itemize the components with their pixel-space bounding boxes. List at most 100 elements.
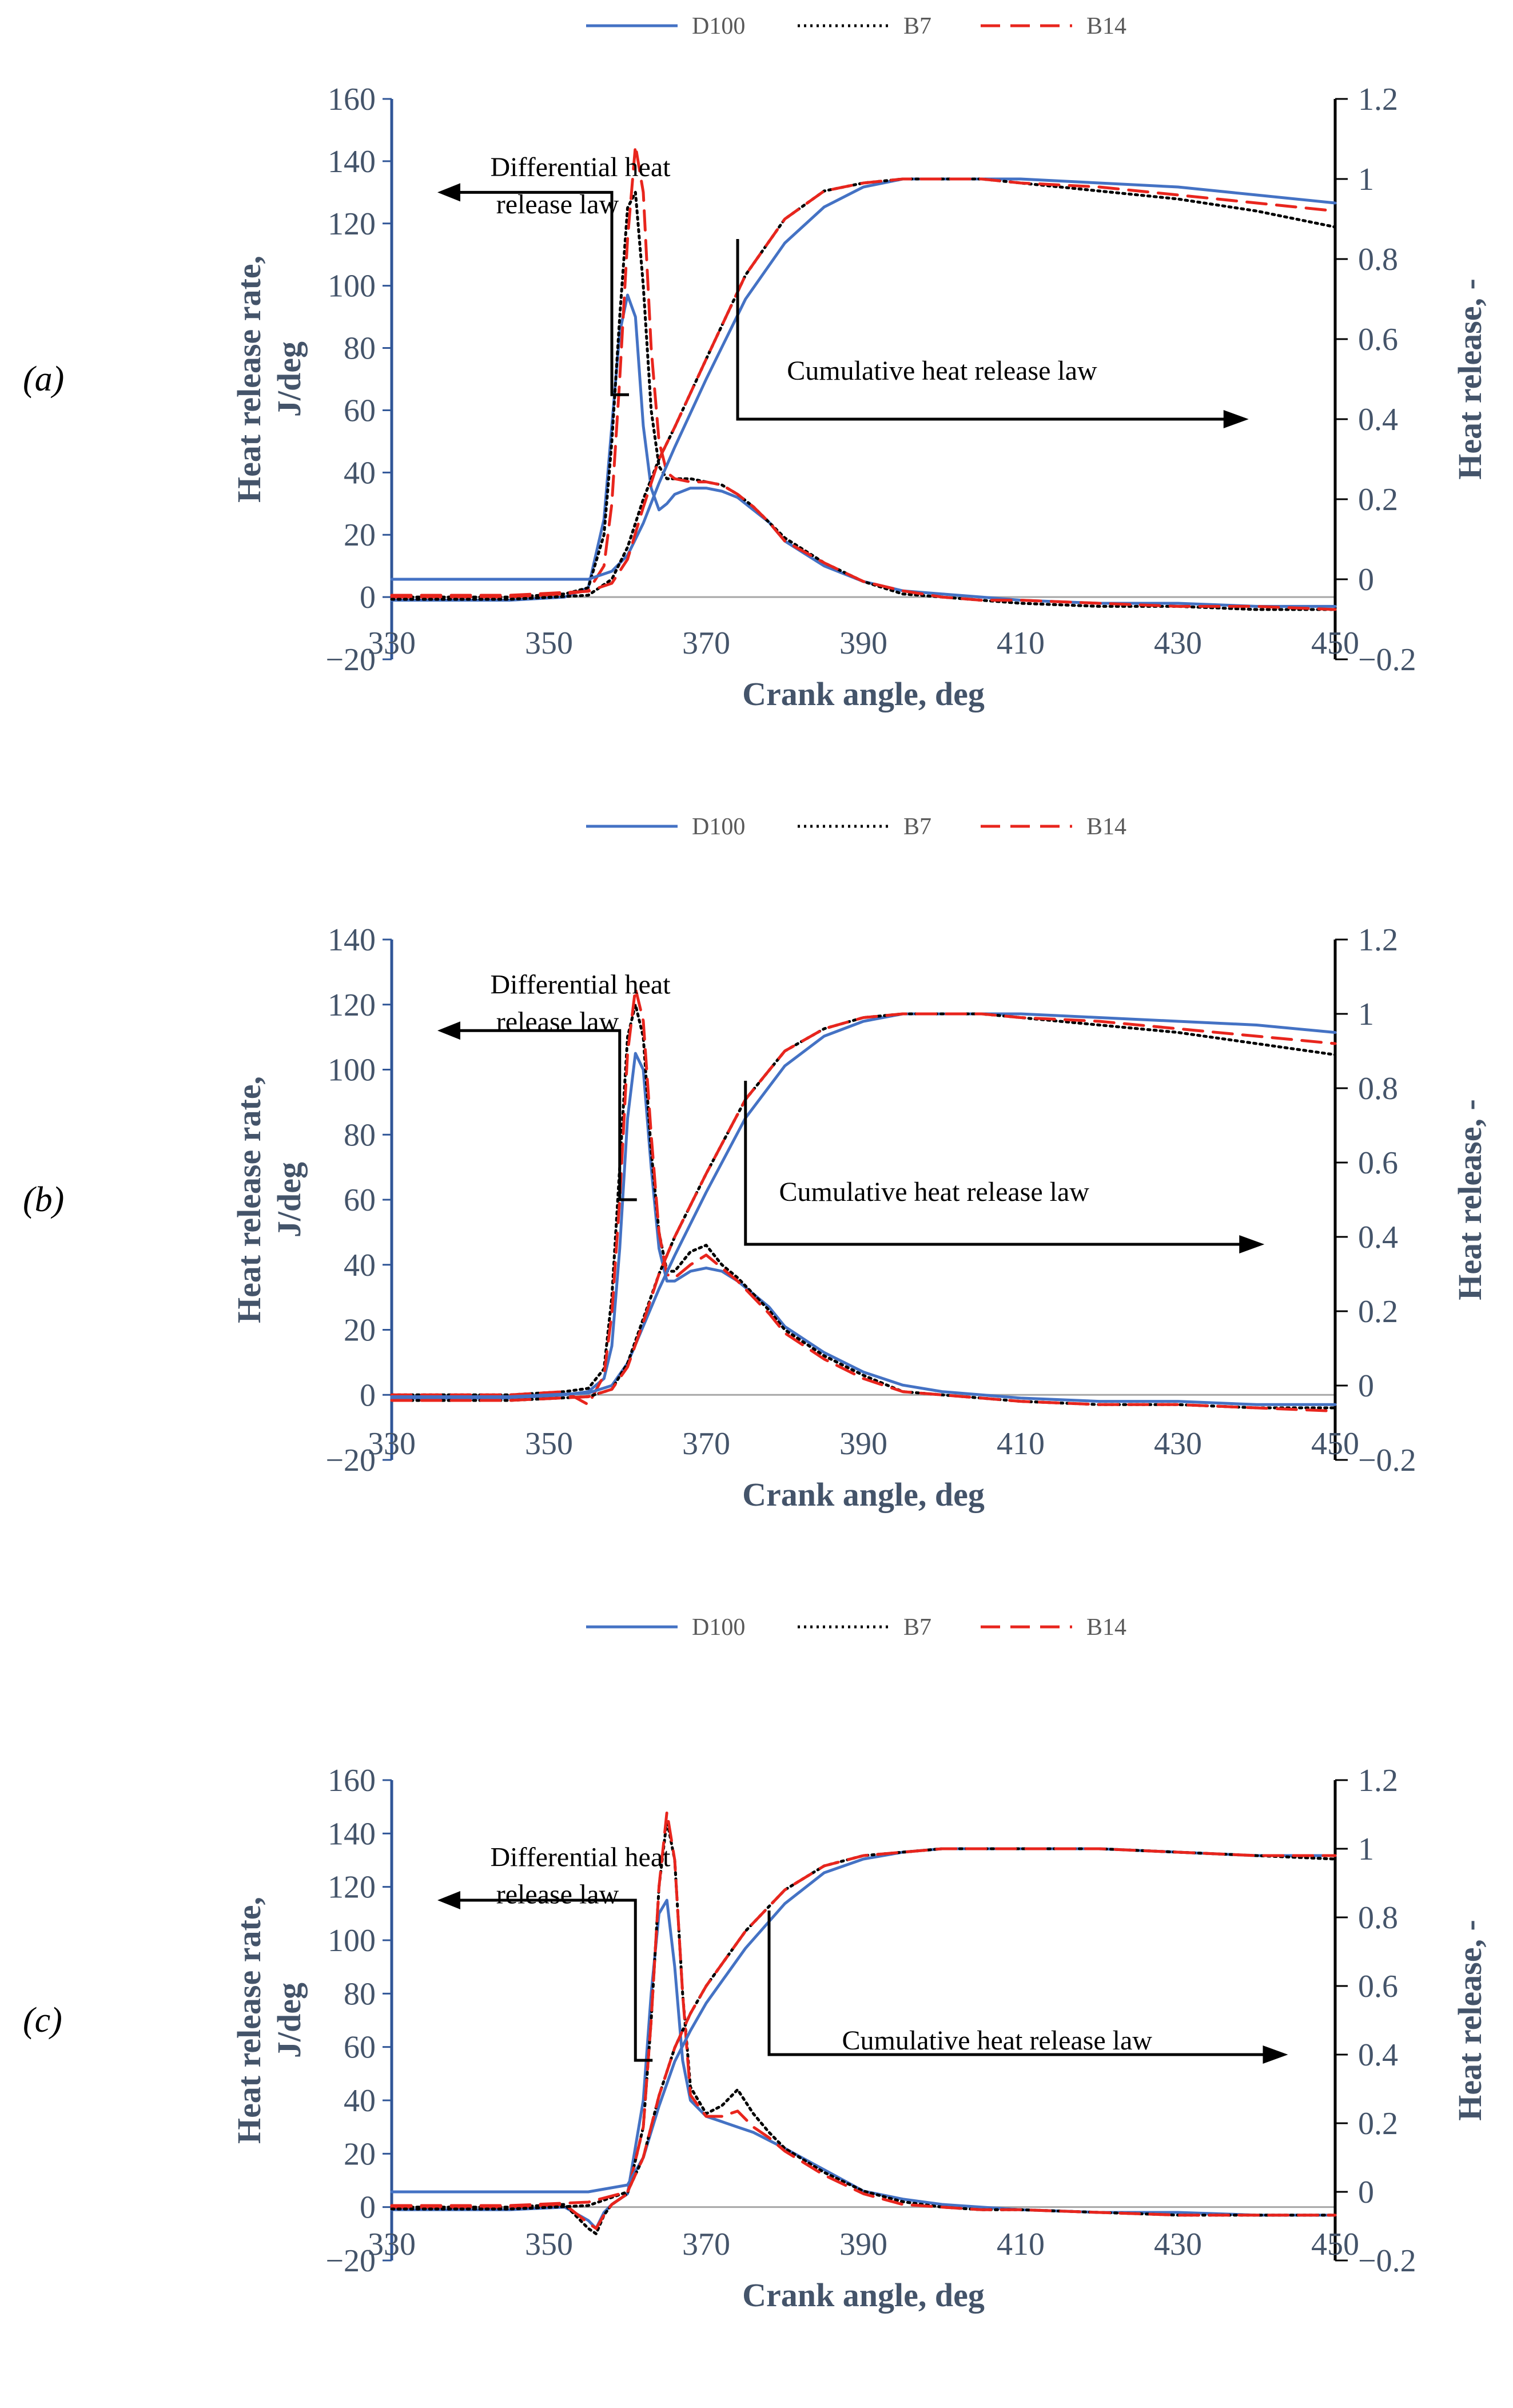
y-tick-label: 100 <box>328 1053 376 1088</box>
x-tick-label: 350 <box>525 626 573 661</box>
y2-tick-label: 0.8 <box>1358 1071 1398 1107</box>
legend-label-d100: D100 <box>692 814 745 840</box>
differential-label-line2: release law <box>496 1879 619 1909</box>
y2-tick-label: 0.8 <box>1358 1900 1398 1936</box>
cumulative-arrow-line <box>767 1911 1265 2056</box>
series-b14-right <box>390 177 1337 597</box>
differential-arrow-head <box>437 1891 460 1909</box>
y-tick-label: 140 <box>328 1816 376 1852</box>
y2-tick-label: 0.6 <box>1358 1145 1398 1181</box>
y-axis-title-line2: J/deg <box>270 1162 308 1237</box>
y2-axis-title: Heat release, - <box>1451 1920 1488 2121</box>
y-tick-label: 100 <box>328 269 376 304</box>
x-axis-title: Crank angle, deg <box>742 2276 985 2314</box>
y2-tick-label: 0.2 <box>1358 1294 1398 1330</box>
y-tick-label: 0 <box>360 2190 376 2226</box>
x-tick-label: 450 <box>1311 626 1359 661</box>
chart-svg: D100 B7 B14 −20 0 20 40 60 80 100 120 140 160 −0.2 0 0.… <box>23 1614 1488 2314</box>
y2-tick-label: 0.6 <box>1358 322 1398 357</box>
y-tick-label: −20 <box>325 642 376 678</box>
differential-label-line1: Differential heat <box>491 1842 671 1872</box>
x-axis-title: Crank angle, deg <box>742 675 985 713</box>
y2-tick-label: 0 <box>1358 2175 1374 2210</box>
y-axis-title-line1: Heat release rate, <box>230 256 268 503</box>
y2-tick-label: 1.2 <box>1358 1763 1398 1798</box>
y2-tick-label: 0 <box>1358 562 1374 598</box>
legend-label-d100: D100 <box>692 13 745 39</box>
cumulative-arrow-head <box>1263 2045 1288 2064</box>
x-tick-label: 410 <box>997 626 1045 661</box>
panel-2: D100 B7 B14 −20 0 20 40 60 80 100 120 140 −0.2 0 0.2 0.… <box>0 801 1513 1601</box>
y2-tick-label: 1 <box>1358 1832 1374 1867</box>
y-tick-label: 140 <box>328 144 376 180</box>
y2-tick-label: 0.2 <box>1358 2106 1398 2142</box>
y-tick-label: 120 <box>328 1870 376 1905</box>
x-tick-label: 350 <box>525 1426 573 1462</box>
y2-tick-label: 0.6 <box>1358 1969 1398 2004</box>
y-tick-label: 60 <box>344 1183 376 1218</box>
differential-label-line1: Differential heat <box>491 970 671 1000</box>
x-tick-label: 370 <box>682 2227 730 2262</box>
y2-tick-label: 0 <box>1358 1368 1374 1404</box>
x-tick-label: 350 <box>525 2227 573 2262</box>
x-tick-label: 390 <box>839 626 887 661</box>
differential-arrow-line <box>455 1029 637 1201</box>
legend-label-b14: B14 <box>1086 1614 1126 1641</box>
differential-label-line1: Differential heat <box>491 152 671 182</box>
series-b14-left <box>390 986 1337 1413</box>
x-tick-label: 430 <box>1154 2227 1202 2262</box>
series-b7-left <box>390 190 1337 611</box>
legend-label-b7: B7 <box>903 13 931 39</box>
legend-label-d100: D100 <box>692 1614 745 1641</box>
y-tick-label: 0 <box>360 580 376 615</box>
y-tick-label: 40 <box>344 455 376 491</box>
legend-label-b7: B7 <box>903 1614 931 1641</box>
y-axis-title-line1: Heat release rate, <box>230 1076 268 1323</box>
legend-label-b7: B7 <box>903 814 931 840</box>
y-tick-label: 160 <box>328 1763 376 1798</box>
y2-axis-title: Heat release, - <box>1451 278 1488 480</box>
y-tick-label: 120 <box>328 988 376 1023</box>
x-tick-label: 330 <box>368 626 416 661</box>
differential-arrow-head <box>437 1021 460 1040</box>
y-tick-label: 20 <box>344 1313 376 1348</box>
y2-tick-label: 0.2 <box>1358 482 1398 518</box>
x-tick-label: 430 <box>1154 626 1202 661</box>
differential-arrow-head <box>437 183 460 202</box>
y-tick-label: 60 <box>344 2030 376 2065</box>
series-b14-right <box>390 1012 1337 1402</box>
x-tick-label: 390 <box>839 2227 887 2262</box>
y2-tick-label: 1.2 <box>1358 922 1398 958</box>
panel-3: D100 B7 B14 −20 0 20 40 60 80 100 120 140 160 −0.2 0 0.… <box>0 1601 1513 2402</box>
cumulative-arrow-line <box>736 239 1226 421</box>
series-b7-right <box>390 177 1337 601</box>
y2-tick-label: 1 <box>1358 997 1374 1032</box>
y2-axis-title: Heat release, - <box>1451 1099 1488 1300</box>
y-tick-label: 120 <box>328 206 376 242</box>
panel-1: D100 B7 B14 −20 0 20 40 60 80 100 120 140 160 −0.2 0 0.… <box>0 0 1513 801</box>
y-tick-label: −20 <box>325 1443 376 1478</box>
y-tick-label: −20 <box>325 2243 376 2279</box>
x-tick-label: 410 <box>997 1426 1045 1462</box>
x-tick-label: 450 <box>1311 2227 1359 2262</box>
series-b7-right <box>390 1012 1337 1402</box>
x-tick-label: 430 <box>1154 1426 1202 1462</box>
y2-tick-label: −0.2 <box>1358 2243 1416 2279</box>
y-axis-title-line2: J/deg <box>270 1983 308 2058</box>
cumulative-arrow-head <box>1239 1235 1265 1253</box>
x-axis-title: Crank angle, deg <box>742 1476 985 1513</box>
differential-label-line2: release law <box>496 1007 619 1037</box>
y-tick-label: 100 <box>328 1923 376 1959</box>
y-tick-label: 40 <box>344 1248 376 1283</box>
x-tick-label: 330 <box>368 1426 416 1462</box>
x-tick-label: 330 <box>368 2227 416 2262</box>
x-tick-label: 450 <box>1311 1426 1359 1462</box>
y-tick-label: 0 <box>360 1378 376 1413</box>
y-axis-title-line2: J/deg <box>270 341 308 417</box>
cumulative-label: Cumulative heat release law <box>787 356 1097 386</box>
y2-tick-label: 0.4 <box>1358 1220 1398 1255</box>
legend-label-b14: B14 <box>1086 814 1126 840</box>
differential-label-line2: release law <box>496 189 619 220</box>
y2-tick-label: 0.8 <box>1358 242 1398 277</box>
series-b14-left <box>390 1810 1337 2230</box>
